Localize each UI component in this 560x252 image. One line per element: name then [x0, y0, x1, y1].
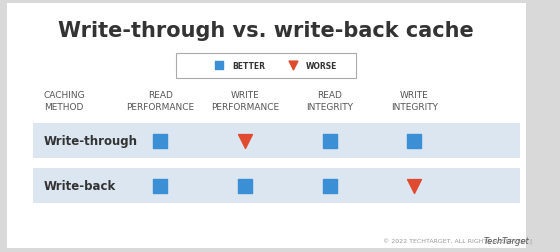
FancyBboxPatch shape: [176, 54, 356, 79]
Bar: [33, 168, 520, 203]
FancyBboxPatch shape: [7, 4, 526, 248]
Bar: [33, 123, 520, 159]
Point: [241, 139, 250, 143]
Point: [325, 184, 334, 188]
Text: Write-through vs. write-back cache: Write-through vs. write-back cache: [58, 21, 474, 41]
Point: [410, 184, 419, 188]
Text: TechTarget: TechTarget: [483, 236, 529, 245]
Text: WRITE
INTEGRITY: WRITE INTEGRITY: [391, 91, 438, 111]
Text: Write-back: Write-back: [44, 179, 116, 192]
Point: [241, 184, 250, 188]
Point: [214, 64, 223, 68]
Text: © 2022 TECHTARGET, ALL RIGHTS RESERVED  |: © 2022 TECHTARGET, ALL RIGHTS RESERVED |: [382, 238, 532, 244]
Point: [325, 139, 334, 143]
Text: READ
PERFORMANCE: READ PERFORMANCE: [126, 91, 194, 111]
Text: READ
INTEGRITY: READ INTEGRITY: [306, 91, 353, 111]
Text: Write-through: Write-through: [44, 135, 138, 147]
Text: WORSE: WORSE: [306, 62, 337, 71]
Text: CACHING
METHOD: CACHING METHOD: [44, 91, 85, 111]
Point: [156, 184, 165, 188]
Point: [288, 64, 297, 68]
Point: [156, 139, 165, 143]
Text: WRITE
PERFORMANCE: WRITE PERFORMANCE: [211, 91, 279, 111]
Text: BETTER: BETTER: [232, 62, 265, 71]
Point: [410, 139, 419, 143]
